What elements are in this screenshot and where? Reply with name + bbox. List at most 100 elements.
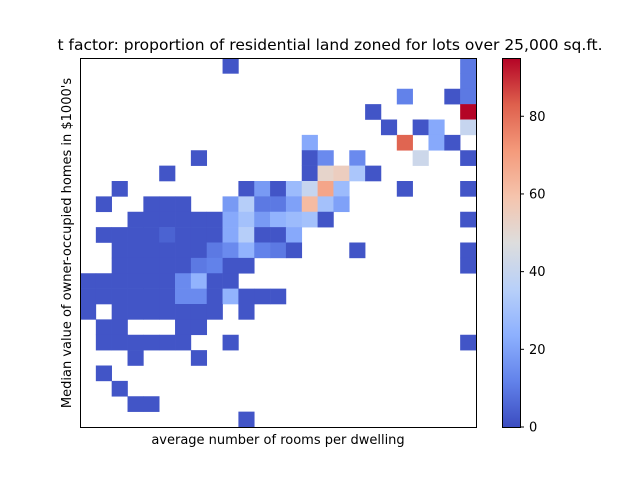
heatmap-cell xyxy=(396,88,413,105)
heatmap-cell xyxy=(270,227,287,243)
heatmap-cell xyxy=(159,227,176,243)
heatmap-cell xyxy=(159,242,176,259)
heatmap-cell xyxy=(460,58,477,74)
heatmap-cell xyxy=(206,257,223,274)
heatmap-cell xyxy=(127,211,144,228)
heatmap-cell xyxy=(175,257,192,274)
heatmap-cell xyxy=(206,242,223,259)
heatmap-cell xyxy=(111,227,128,243)
heatmap-cell xyxy=(175,288,192,305)
heatmap-cell xyxy=(349,165,366,182)
heatmap-cell xyxy=(159,257,176,274)
heatmap-cell xyxy=(159,304,176,320)
heatmap-cell xyxy=(365,104,382,120)
heatmap-cell xyxy=(301,150,318,166)
heatmap-cell xyxy=(143,288,160,305)
heatmap-cell xyxy=(143,396,160,412)
heatmap-cell xyxy=(190,242,208,259)
heatmap-cell xyxy=(143,242,160,259)
heatmap-cell xyxy=(80,288,97,305)
heatmap-cell xyxy=(159,288,176,305)
heatmap-cell xyxy=(175,196,192,213)
heatmap-cell xyxy=(285,211,303,228)
heatmap-cell xyxy=(270,288,287,305)
heatmap-cell xyxy=(111,319,128,336)
heatmap-cell xyxy=(460,150,477,166)
heatmap-cell xyxy=(111,273,128,289)
heatmap-cell xyxy=(444,88,461,105)
heatmap-cell xyxy=(238,196,255,213)
heatmap-cell xyxy=(460,119,477,136)
heatmap-cell xyxy=(270,242,287,259)
colorbar-tick-label: 0 xyxy=(529,421,537,436)
heatmap-cell xyxy=(111,181,128,197)
heatmap-cell xyxy=(80,304,97,320)
heatmap-cell xyxy=(127,227,144,243)
heatmap-cell xyxy=(206,304,223,320)
heatmap-cell xyxy=(95,288,112,305)
heatmap-cell xyxy=(127,242,144,259)
heatmap-cell xyxy=(190,257,208,274)
heatmap-cell xyxy=(111,380,128,397)
heatmap-cell xyxy=(143,273,160,289)
heatmap-cell xyxy=(206,211,223,228)
heatmap-cell xyxy=(222,288,239,305)
heatmap-cell xyxy=(190,319,208,336)
heatmap-cell xyxy=(317,196,334,213)
heatmap-cell xyxy=(254,196,271,213)
heatmap-cell xyxy=(460,334,477,351)
heatmap-cell xyxy=(254,227,271,243)
heatmap-cell xyxy=(143,304,160,320)
heatmap-cell xyxy=(444,134,461,151)
heatmap-cell xyxy=(460,211,477,228)
heatmap-cell xyxy=(460,88,477,105)
heatmap-cell xyxy=(317,181,334,197)
heatmap-cell xyxy=(159,165,176,182)
heatmap-cell xyxy=(460,257,477,274)
heatmap-cell xyxy=(301,134,318,151)
heatmap-cell xyxy=(460,73,477,90)
heatmap-cell xyxy=(238,411,255,428)
heatmap-cell xyxy=(285,181,303,197)
heatmap-cell xyxy=(190,350,208,366)
heatmap-cell xyxy=(95,334,112,351)
heatmap-cell xyxy=(349,242,366,259)
heatmap-cell xyxy=(175,273,192,289)
heatmap-cell xyxy=(206,273,223,289)
heatmap-cell xyxy=(317,165,334,182)
heatmap-cell xyxy=(301,165,318,182)
heatmap-cell xyxy=(95,196,112,213)
heatmap-cell xyxy=(127,334,144,351)
heatmap-cell xyxy=(270,181,287,197)
chart-title: t factor: proportion of residential land… xyxy=(57,36,602,54)
heatmap-cell xyxy=(206,227,223,243)
heatmap-cell xyxy=(365,165,382,182)
heatmap-cell xyxy=(111,288,128,305)
heatmap-cell xyxy=(428,134,445,151)
heatmap-cell xyxy=(159,196,176,213)
heatmap-cell xyxy=(222,58,239,74)
colorbar-ticks: 0 20 40 60 80 xyxy=(520,110,546,436)
heatmap-cell xyxy=(238,211,255,228)
heatmap-cell xyxy=(285,242,303,259)
heatmap-cell xyxy=(95,319,112,336)
heatmap-cell xyxy=(254,288,271,305)
heatmap-cell xyxy=(190,150,208,166)
heatmap-cell xyxy=(222,227,239,243)
heatmap-cell xyxy=(460,104,477,120)
heatmap-cell xyxy=(190,273,208,289)
heatmap-cell xyxy=(254,242,271,259)
heatmap-cell xyxy=(143,334,160,351)
heatmap-cell xyxy=(127,257,144,274)
heatmap-cell xyxy=(222,211,239,228)
heatmap-cell xyxy=(127,288,144,305)
heatmap-cell xyxy=(159,334,176,351)
heatmap-cell xyxy=(95,227,112,243)
heatmap-cell xyxy=(317,211,334,228)
heatmap-cell xyxy=(222,196,239,213)
heatmap-cell xyxy=(238,304,255,320)
heatmap-cell xyxy=(333,165,350,182)
heatmap-cell xyxy=(460,242,477,259)
heatmap-cell xyxy=(190,304,208,320)
